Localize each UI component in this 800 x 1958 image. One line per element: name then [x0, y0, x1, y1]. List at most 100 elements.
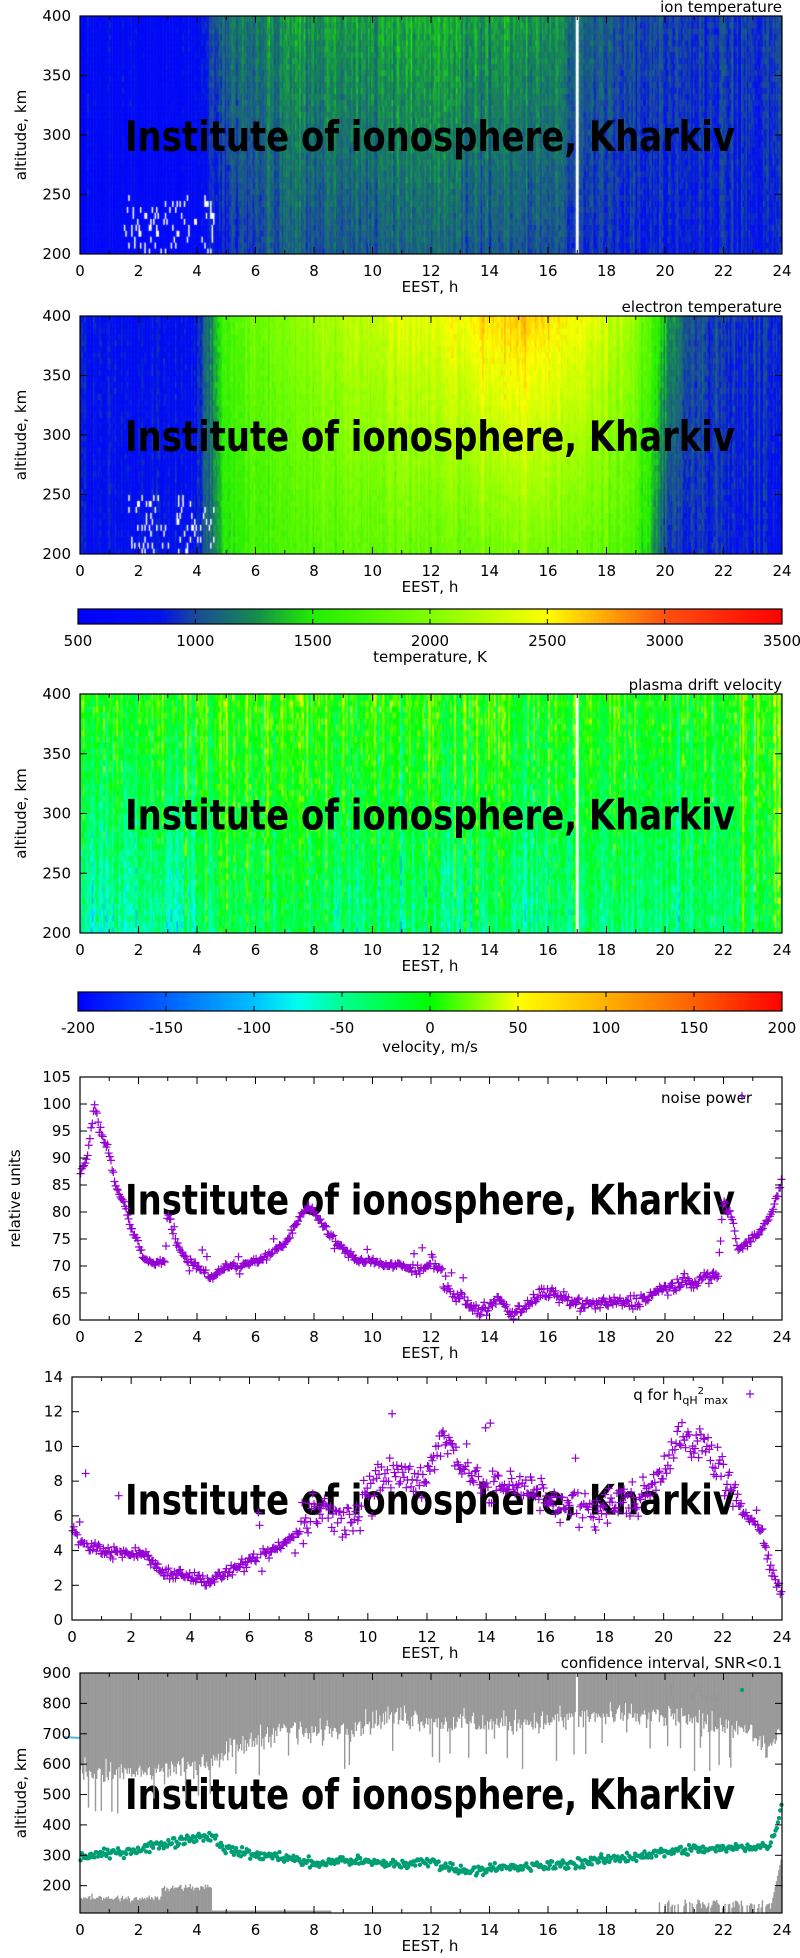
data-point [383, 1465, 392, 1474]
data-point [577, 1865, 583, 1870]
data-point [94, 1540, 103, 1549]
data-point [642, 1849, 647, 1854]
data-point [775, 1820, 781, 1825]
data-point [696, 1849, 701, 1855]
data-point [455, 1294, 464, 1303]
x-tick-label: 16 [538, 562, 557, 580]
data-point [501, 1302, 510, 1311]
data-point [441, 1272, 450, 1281]
data-point [209, 1575, 218, 1584]
data-point [413, 1863, 418, 1868]
data-point [481, 1423, 490, 1432]
data-point [507, 1474, 516, 1483]
data-point [411, 1487, 420, 1496]
colorbar-tick-label: 200 [768, 1019, 797, 1037]
x-tick-label: 4 [192, 1921, 202, 1939]
data-point [674, 1422, 683, 1431]
data-point [108, 1166, 117, 1175]
data-point [509, 1314, 518, 1323]
data-point [670, 1284, 679, 1293]
colorbar-tick-label: -50 [330, 1019, 355, 1037]
data-point [673, 1275, 682, 1284]
data-point [598, 1501, 607, 1510]
electron-temperature-heatmap [80, 316, 782, 554]
data-point [562, 1505, 571, 1514]
data-point [330, 1527, 339, 1536]
data-point [242, 1563, 251, 1572]
data-point [450, 1862, 455, 1867]
x-tick-label: 18 [597, 941, 616, 959]
data-point [385, 1454, 394, 1463]
x-tick-label: 10 [363, 562, 382, 580]
data-point [191, 1258, 200, 1267]
y-tick-label: 300 [42, 805, 71, 823]
data-point [460, 1293, 469, 1302]
data-point [489, 1477, 498, 1486]
data-point [763, 1217, 772, 1226]
data-point [92, 1855, 97, 1860]
data-point [88, 1545, 97, 1554]
data-point [433, 1451, 442, 1460]
x-tick-label: 12 [421, 262, 440, 280]
data-point [364, 1492, 373, 1501]
data-point [536, 1506, 545, 1515]
data-point [529, 1290, 538, 1299]
colorbar-tick-label: 2000 [411, 632, 449, 650]
data-point [778, 1808, 783, 1813]
data-point [724, 1849, 729, 1854]
data-point [665, 1283, 674, 1292]
data-point [476, 1310, 485, 1319]
legend-label: noise power [661, 1089, 753, 1107]
data-point [556, 1291, 565, 1300]
watermark: Institute of ionosphere, Kharkiv [125, 1770, 735, 1819]
x-tick-label: 24 [772, 562, 791, 580]
data-point [488, 1301, 497, 1310]
data-point [534, 1495, 543, 1504]
data-point [171, 1836, 177, 1841]
data-point [164, 1844, 170, 1849]
data-point [707, 1441, 716, 1450]
data-point [345, 1510, 354, 1519]
y-tick-label: 6 [53, 1507, 63, 1525]
data-point [528, 1299, 537, 1308]
x-tick-label: 6 [251, 1328, 261, 1346]
data-point [670, 1445, 679, 1454]
data-point [289, 1533, 298, 1542]
data-point [706, 1273, 715, 1282]
data-point [753, 1521, 762, 1530]
data-point [84, 1141, 93, 1150]
data-point [291, 1853, 296, 1858]
data-point [547, 1493, 556, 1502]
data-point [551, 1286, 560, 1295]
y-tick-label: 65 [52, 1284, 71, 1302]
data-point [475, 1312, 484, 1321]
panel-plasma-drift-velocity: plasma drift velocity [80, 676, 782, 933]
data-point [69, 1522, 78, 1531]
data-point [599, 1852, 604, 1857]
x-tick-label: 0 [75, 941, 85, 959]
data-point [181, 1252, 190, 1261]
x-tick-label: 14 [480, 562, 499, 580]
data-point [191, 1577, 200, 1586]
data-point [329, 1231, 338, 1240]
data-point [291, 1549, 300, 1558]
data-point [286, 1233, 295, 1242]
data-point [328, 1232, 337, 1241]
data-point [81, 1159, 90, 1168]
data-point [110, 1177, 119, 1186]
data-point [631, 1505, 640, 1514]
colorbar-axis: 500 1000 1500 2000 2500 3000 3500 [64, 608, 800, 650]
data-point [326, 1502, 335, 1511]
data-point [604, 1484, 613, 1493]
data-point [566, 1510, 575, 1519]
x-tick-label: 4 [192, 941, 202, 959]
data-point [317, 1504, 326, 1513]
data-point [615, 1294, 624, 1303]
data-point [763, 1554, 772, 1563]
data-point [445, 1864, 451, 1870]
data-point [423, 1461, 432, 1470]
data-point [564, 1293, 573, 1302]
